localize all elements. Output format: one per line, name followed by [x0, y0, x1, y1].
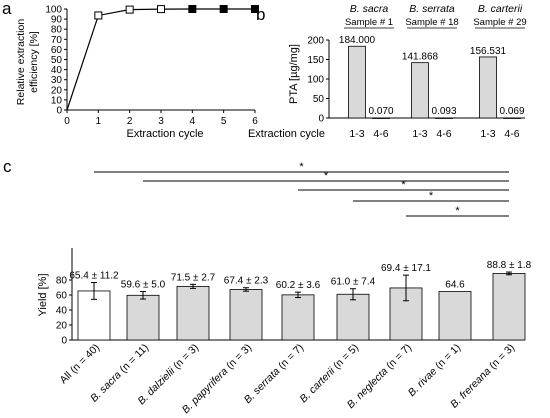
panel-b-species-label: B. sacra — [350, 3, 389, 15]
panel-a-y-tick-label: 60 — [51, 45, 63, 56]
panel-b-bar — [348, 45, 366, 119]
panel-c-y-tick-label: 20 — [56, 321, 68, 332]
panel-c-bar — [176, 285, 210, 341]
panel-a-x-tick-label: 0 — [64, 116, 70, 127]
panel-c-bar-value-label: 88.8 ± 1.8 — [487, 260, 532, 271]
panel-a-y-tick-label: 50 — [51, 55, 63, 66]
panel-a-y-axis-label-line2: efficiency [%] — [28, 31, 40, 93]
panel-a-x-tick-label: 2 — [127, 116, 133, 127]
panel-b-bar-value-label: 0.069 — [499, 106, 524, 117]
panel-b-category-label: 1-3 — [412, 128, 427, 140]
panel-a-y-tick-label: 70 — [51, 35, 63, 46]
panel-a-y-tick-label: 80 — [51, 25, 63, 36]
panel-a-data-point — [125, 5, 134, 14]
panel-a-y-tick-label: 0 — [56, 106, 62, 117]
panel-a-y-tick-label: 20 — [51, 85, 63, 96]
panel-a-data-point — [157, 5, 165, 14]
panel-c-bar-value-label: 59.6 ± 5.0 — [121, 280, 166, 291]
panel-c-bar — [126, 294, 160, 341]
panel-c-significance-star: * — [324, 170, 329, 182]
panel-b-y-tick-label: 50 — [313, 94, 325, 105]
panel-a-data-point — [251, 5, 259, 13]
panel-b-y-axis-label: PTA [µg/mg] — [288, 44, 300, 104]
panel-a-y-tick-label: 30 — [51, 75, 63, 86]
panel-a-y-tick-label: 40 — [51, 65, 63, 76]
panel-a-y-axis-label-line1: Relative extraction — [15, 19, 27, 106]
panel-a-x-axis-label: Extraction cycle — [126, 128, 203, 140]
panel-letter-b: b — [256, 5, 265, 24]
panel-b-bar — [411, 62, 429, 119]
panel-b-sample-label: Sample # 1 — [345, 17, 393, 28]
panel-a-data-point — [219, 5, 228, 13]
panel-b-bar-value-label: 184.000 — [339, 35, 376, 46]
panel-b-y-tick-label: 200 — [307, 36, 324, 47]
panel-c-bar — [336, 293, 370, 341]
panel-b-bar — [372, 117, 390, 119]
panel-a-y-tick-label: 100 — [45, 5, 62, 16]
panel-a-data-point — [188, 5, 197, 13]
panel-b-category-label: 1-3 — [349, 128, 364, 140]
panel-letter-a: a — [2, 0, 12, 18]
panel-c-y-axis-label: Yield [%] — [37, 273, 49, 316]
panel-b-bar-value-label: 0.070 — [368, 106, 393, 117]
panel-c-significance-star: * — [429, 190, 434, 202]
panel-b-y-tick-label: 0 — [318, 114, 324, 125]
panel-c-y-tick-label: 80 — [56, 276, 68, 287]
panel-b-bar-value-label: 141.868 — [402, 52, 439, 63]
panel-a-x-tick-label: 3 — [158, 116, 164, 127]
panel-c-significance-star: * — [455, 205, 460, 217]
panel-c-bar-value-label: 71.5 ± 2.7 — [171, 272, 216, 283]
panel-b-bar — [503, 117, 521, 119]
panel-b-category-label: 4-6 — [504, 128, 519, 140]
panel-b-extraction-cycle-label: Extraction cycle — [248, 128, 325, 140]
panel-a-data-point — [94, 11, 103, 20]
panel-b-species-label: B. carterii — [478, 3, 523, 15]
panel-a-line-chart: Extraction cycle Relative extraction eff… — [15, 5, 259, 140]
panel-letter-c: c — [3, 157, 12, 176]
panel-b-sample-label: Sample # 18 — [405, 17, 458, 28]
panel-a-x-tick-label: 5 — [221, 116, 227, 127]
panel-b-bar — [479, 56, 497, 119]
panel-c-bar-value-label: 69.4 ± 17.1 — [381, 263, 431, 274]
panel-a-x-tick-label: 6 — [252, 116, 258, 127]
panel-b-y-tick-label: 150 — [307, 55, 324, 66]
panel-b-sample-label: Sample # 29 — [473, 17, 526, 28]
panel-a-series-line — [66, 8, 255, 111]
panel-a-y-tick-label: 90 — [51, 15, 63, 26]
panel-b-category-label: 4-6 — [436, 128, 451, 140]
panel-b-bar-value-label: 156.531 — [470, 46, 507, 57]
panel-b-category-label: 4-6 — [373, 128, 388, 140]
panel-c-bar-value-label: 64.6 — [445, 280, 465, 291]
panel-c-y-tick-label: 40 — [56, 306, 68, 317]
panel-c-bar-value-label: 67.4 ± 2.3 — [224, 276, 269, 287]
panel-b-bar-chart: PTA [µg/mg] Extraction cycle 0 50 100 150 20… — [248, 3, 527, 140]
panel-a-x-tick-label: 1 — [96, 116, 102, 127]
panel-c-bar — [229, 289, 263, 341]
panel-c-category-label: B. rivae (n = 1) — [406, 342, 463, 399]
panel-b-bar-value-label: 0.093 — [431, 106, 456, 117]
panel-c-y-tick-label: 60 — [56, 291, 68, 302]
panel-a-x-tick-label: 4 — [190, 116, 196, 127]
panel-c-bar-value-label: 60.2 ± 3.6 — [276, 280, 321, 291]
panel-c-bar-value-label: 65.4 ± 11.2 — [69, 271, 119, 282]
panel-c-bar-chart: Yield [%] 0 20 40 60 80 * * * * * 65.4 ± 11.2 All (… — [37, 161, 532, 416]
panel-c-category-label: All (n = 40) — [58, 342, 103, 387]
panel-c-y-tick-label: 0 — [61, 336, 67, 347]
panel-a-y-tick-label: 10 — [51, 95, 63, 106]
panel-c-bar-value-label: 61.0 ± 7.4 — [331, 277, 376, 288]
panel-c-significance-star: * — [299, 161, 304, 173]
panel-c-bar — [438, 291, 472, 341]
panel-b-bar — [435, 117, 453, 119]
panel-b-species-label: B. serrata — [409, 3, 455, 15]
panel-c-bar — [492, 272, 526, 341]
panel-c-bar — [281, 294, 315, 341]
panel-b-category-label: 1-3 — [480, 128, 495, 140]
panel-b-y-tick-label: 100 — [307, 75, 324, 86]
panel-c-significance-star: * — [401, 179, 406, 191]
